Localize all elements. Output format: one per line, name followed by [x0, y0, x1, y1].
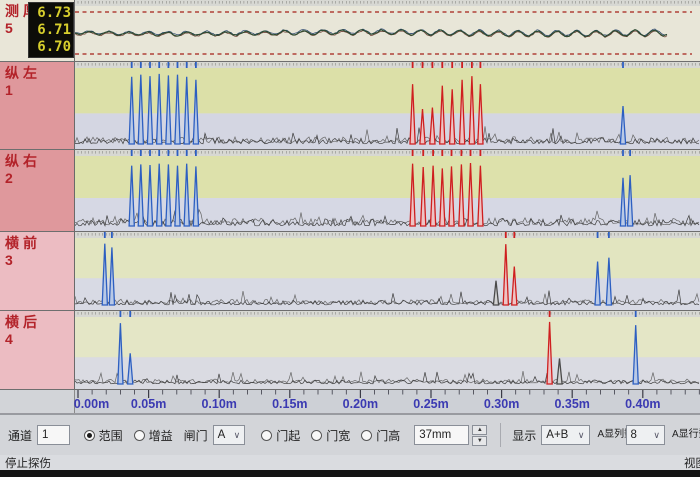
channel-2-name: 纵右 [5, 153, 41, 169]
range-radio-circle [83, 429, 95, 441]
channel-row-4: 横后 4 [0, 311, 700, 390]
display-field-label: 显示 [512, 428, 537, 443]
channel-2-plot [75, 150, 700, 231]
screen-bottom-edge [0, 470, 700, 477]
channel-row-3: 横前 3 [0, 232, 700, 311]
channel-2-ruler-strip [75, 150, 700, 156]
axis-tick-label: 0.20m [342, 397, 379, 411]
channel-4-label: 横后 4 [0, 311, 75, 389]
thickness-readings-box: 6.73 6.71 6.70 [28, 2, 74, 58]
channel-3-label: 横前 3 [0, 232, 75, 310]
channel-4-number: 4 [5, 331, 13, 347]
thickness-plot [75, 0, 700, 61]
chevron-down-icon: ∨ [577, 429, 585, 440]
thickness-reading-2: 6.71 [37, 21, 71, 38]
thickness-ruler-strip [75, 0, 700, 6]
display-select[interactable]: A+B ∨ [541, 425, 590, 445]
channel-3-number: 3 [5, 252, 13, 268]
gate-width-radio-label: 门宽 [326, 428, 351, 443]
gate-start-radio-circle [261, 429, 273, 441]
gate-start-radio[interactable]: 门起 [261, 427, 300, 444]
gate-mm-spinner: ▲ ▼ [472, 424, 488, 446]
channel-rows: 测厚 5 6.73 6.71 6.70 纵左 1 [0, 0, 700, 414]
x-axis-ticks [77, 390, 700, 398]
channel-3-plot [75, 232, 700, 310]
channel-1-ruler-strip [75, 62, 700, 68]
a-display-rows-label: A显行数 [672, 429, 700, 440]
chevron-down-icon: ∨ [653, 429, 661, 440]
axis-tick-label: 0.10m [201, 397, 237, 411]
display-select-value: A+B [546, 429, 569, 441]
a-display-cols-select[interactable]: 8 ∨ [625, 425, 666, 445]
thickness-channel-number: 5 [5, 20, 13, 36]
x-axis-row: 0.00m 0.05m 0.10m 0.15m 0.20m 0.25m 0.30m 0.35m… [0, 390, 700, 414]
gate-height-radio[interactable]: 门高 [361, 427, 400, 444]
gain-radio-label: 增益 [148, 428, 173, 443]
chevron-down-icon: ∨ [233, 429, 241, 440]
gain-radio-circle [133, 429, 145, 441]
thickness-waveform [75, 6, 700, 61]
thickness-reading-3: 6.70 [37, 39, 71, 56]
gate-select-value: A [217, 429, 226, 441]
gain-radio[interactable]: 增益 [133, 427, 173, 444]
channel-row-1: 纵左 1 [0, 62, 700, 150]
range-radio[interactable]: 范围 [83, 427, 123, 444]
channel-3-name: 横前 [5, 235, 41, 251]
gate-width-radio-circle [311, 429, 323, 441]
channel-4-ruler-strip [75, 311, 700, 317]
a-display-cols-label: A显列数 [597, 429, 635, 440]
channel-2-label: 纵右 2 [0, 150, 75, 231]
channel-3-ruler-strip [75, 232, 700, 238]
range-radio-label: 范围 [98, 428, 123, 443]
thickness-channel-label: 测厚 5 6.73 6.71 6.70 [0, 0, 75, 61]
gate-height-radio-label: 门高 [376, 428, 401, 443]
view-label: 视图 [684, 457, 700, 470]
x-axis: 0.00m 0.05m 0.10m 0.15m 0.20m 0.25m 0.30m 0.35m… [73, 390, 700, 413]
channel-2-number: 2 [5, 170, 13, 186]
channel-field-label: 通道 [8, 428, 33, 443]
channel-1-name: 纵左 [5, 65, 41, 81]
gate-field-label: 闸门 [183, 428, 208, 443]
axis-tick-label: 0.40m [625, 397, 661, 411]
axis-tick-label: 0.35m [554, 397, 590, 411]
channel-1-number: 1 [5, 82, 13, 98]
status-text: 停止探伤 [5, 457, 51, 470]
spinner-down-button[interactable]: ▼ [472, 435, 488, 446]
channel-row-thickness: 测厚 5 6.73 6.71 6.70 [0, 0, 700, 62]
spinner-up-button[interactable]: ▲ [472, 424, 488, 435]
gate-height-radio-circle [361, 429, 373, 441]
channel-4-waveform [75, 317, 700, 389]
axis-tick-label: 0.15m [272, 397, 308, 411]
axis-tick-label: 0.30m [483, 397, 520, 411]
gate-start-radio-label: 门起 [276, 428, 301, 443]
channel-row-2: 纵右 2 [0, 150, 700, 232]
channel-1-plot [75, 62, 700, 149]
channel-number-input[interactable]: 1 [37, 425, 70, 445]
axis-tick-label: 0.00m [73, 397, 110, 411]
channel-4-plot [75, 311, 700, 389]
status-bar: 停止探伤 视图 [0, 455, 700, 470]
channel-2-waveform [75, 156, 700, 231]
x-axis-spacer [0, 390, 75, 413]
axis-tick-label: 0.25m [413, 397, 449, 411]
channel-1-label: 纵左 1 [0, 62, 75, 149]
gate-select[interactable]: A ∨ [212, 425, 246, 445]
thickness-reading-1: 6.73 [37, 4, 71, 21]
a-display-cols-value: 8 [630, 429, 637, 441]
axis-tick-label: 0.05m [130, 397, 167, 411]
toolbar: 通道 1 范围 增益 闸门 A ∨ 门起 门宽 门高 37mm ▲ [0, 414, 700, 455]
channel-1-waveform [75, 68, 700, 149]
toolbar-separator [500, 423, 502, 447]
gate-width-radio[interactable]: 门宽 [311, 427, 350, 444]
channel-3-waveform [75, 238, 700, 310]
gate-mm-input[interactable]: 37mm [414, 425, 470, 445]
channel-4-name: 横后 [5, 314, 41, 330]
